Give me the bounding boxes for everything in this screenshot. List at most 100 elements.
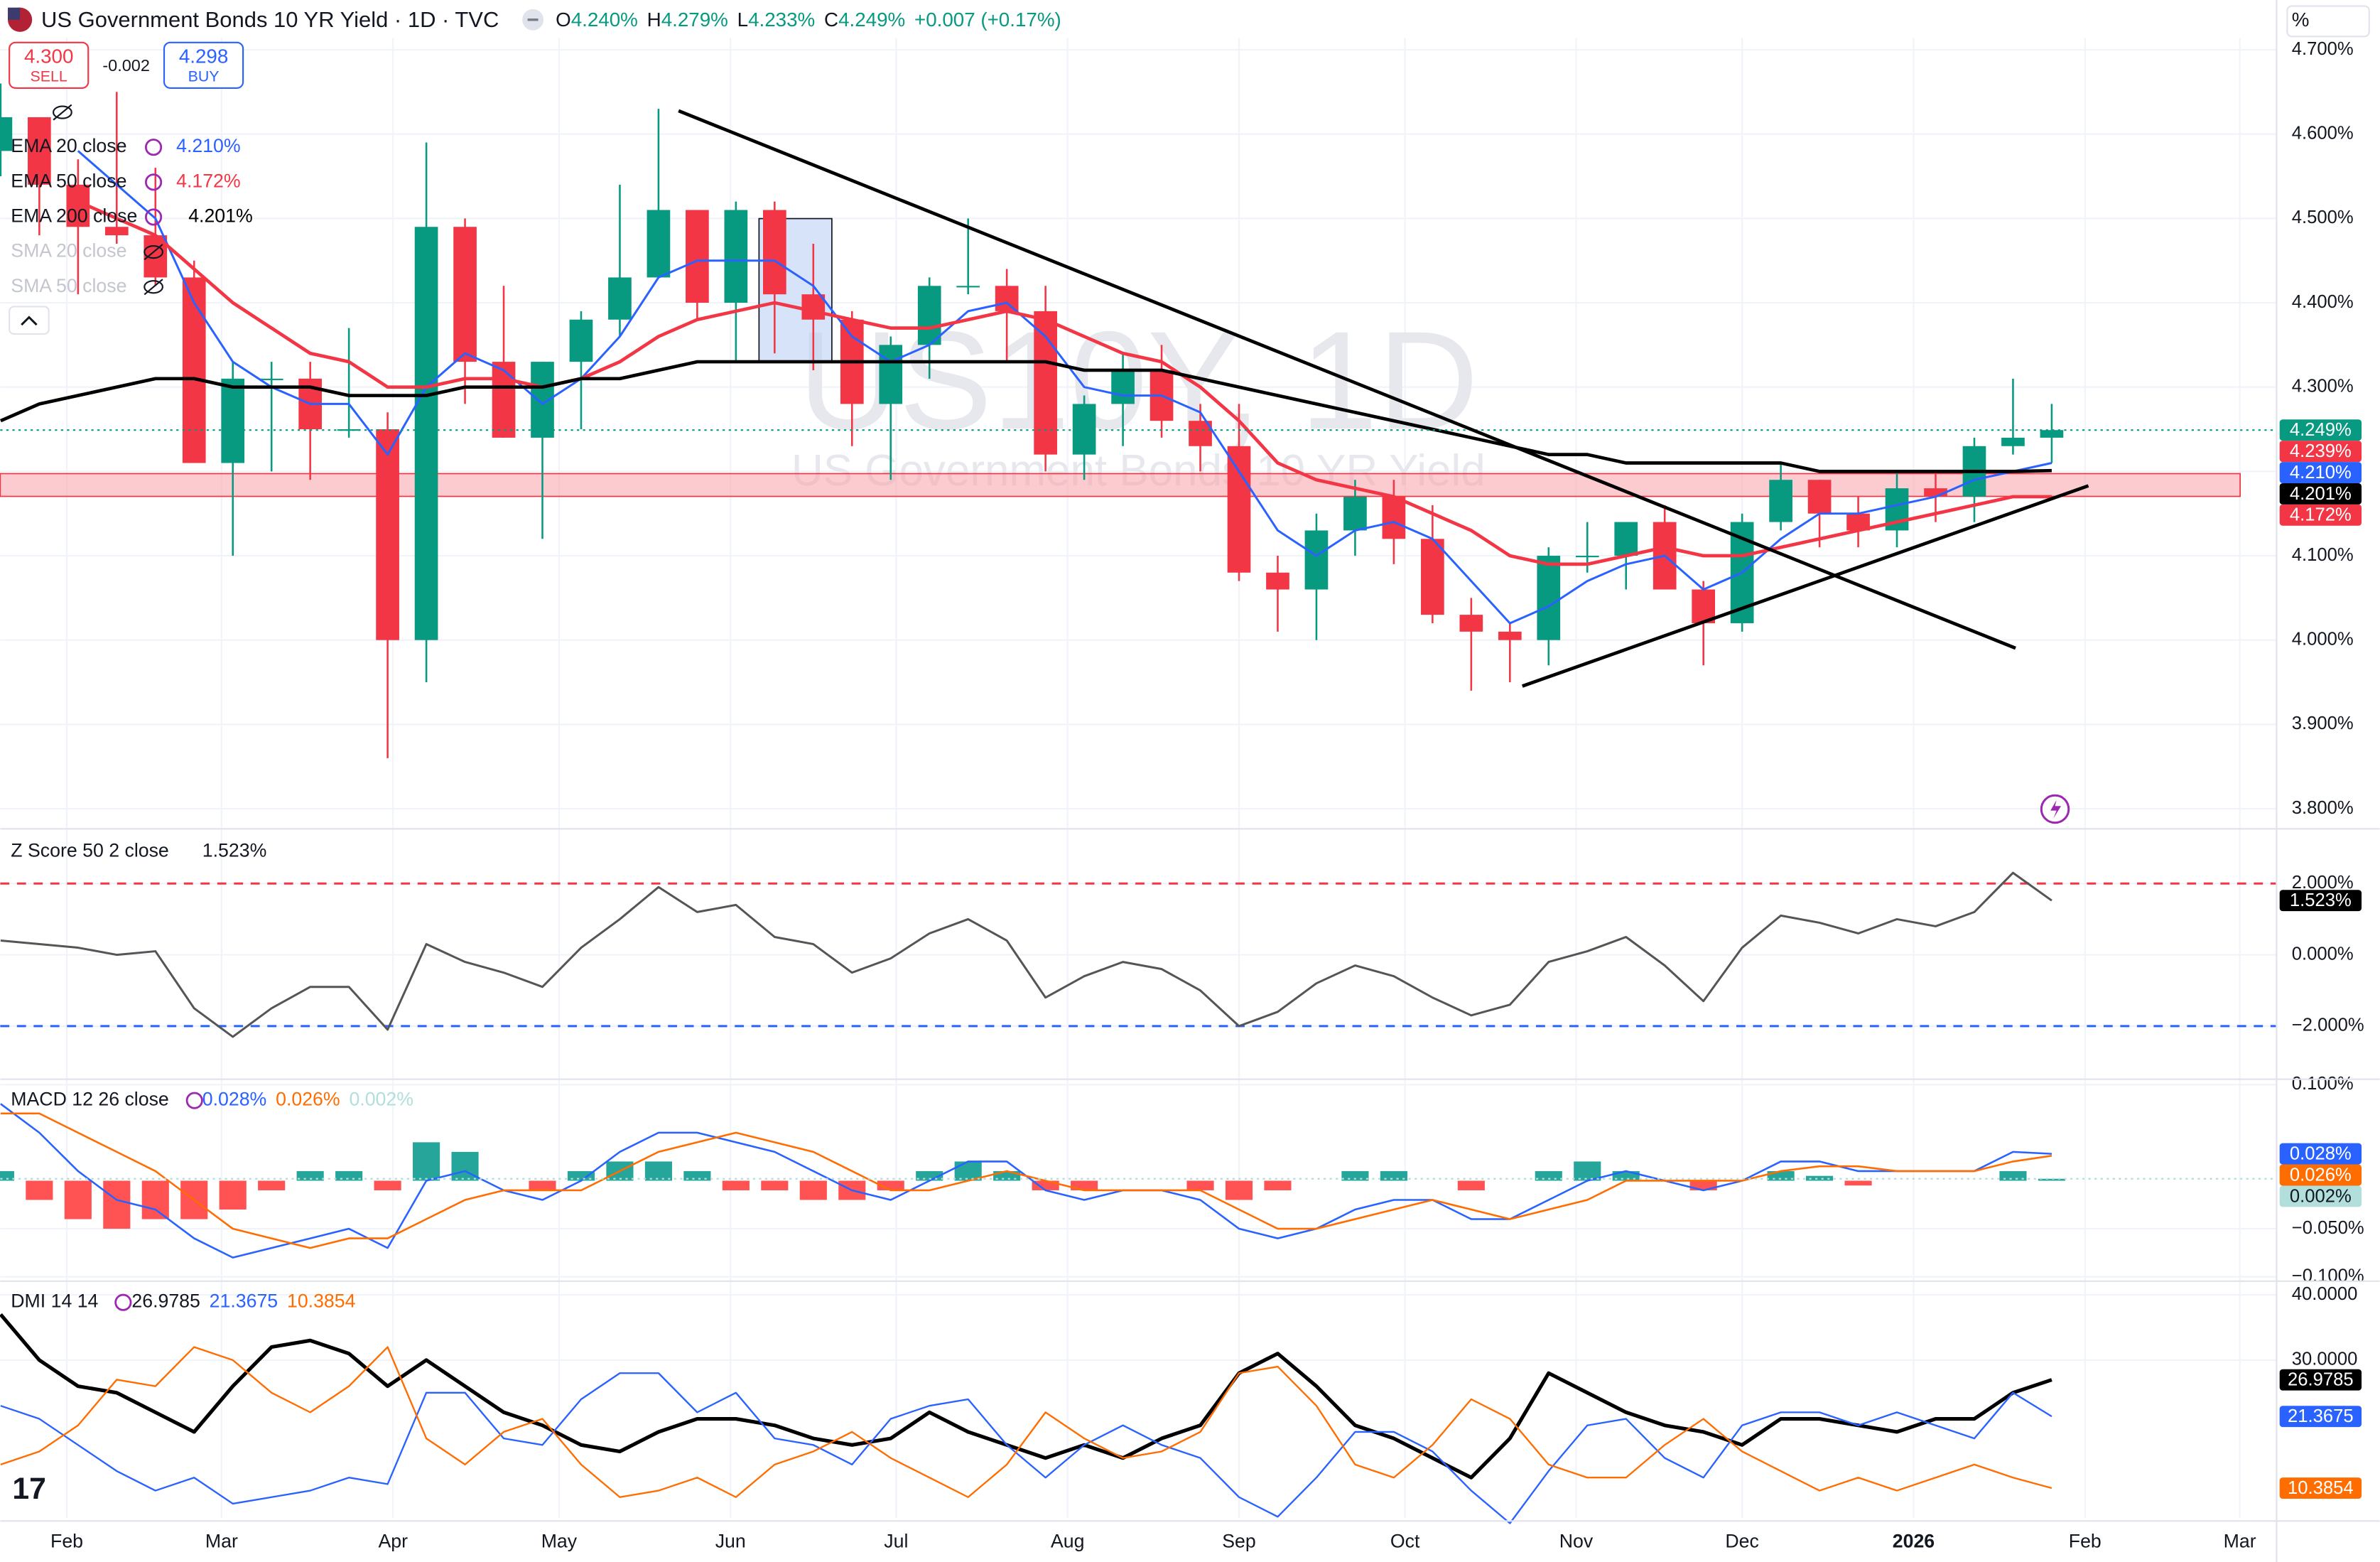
histogram-bar [1264,1180,1292,1190]
indicator-line [0,1112,2052,1249]
price-tag-label: 10.3854 [2288,1478,2354,1498]
candle-body [259,378,283,380]
candle-body [1266,572,1289,590]
pane-legend: Z Score 50 2 close 1.523% [11,839,266,861]
candle-body [182,277,206,463]
visibility-icon [53,105,72,119]
x-tick-label: Mar [205,1530,238,1551]
candle-body [453,227,477,362]
candle-body [104,227,129,236]
price-tag-label: 26.9785 [2288,1369,2354,1389]
marks-layer [0,83,2277,1524]
price-tag [2279,890,2362,912]
candle-body [1769,480,1792,522]
histogram-bar [1806,1175,1834,1181]
histogram-bar [413,1142,440,1181]
candle-body [1227,446,1251,573]
histogram-bar [1457,1180,1485,1190]
y-tick-label: 40.0000 [2292,1284,2358,1304]
histogram-bar [258,1180,286,1190]
price-tag-label: 0.028% [2290,1143,2352,1163]
candle-body [801,294,826,320]
ohlc-value: 4.279% [661,9,728,31]
buy-button[interactable] [163,41,244,89]
candle-body [1575,556,1599,558]
price-tag-label: 0.002% [2290,1186,2352,1206]
price-tag-label: 4.201% [2290,484,2352,504]
legend-name: EMA 50 close [11,170,126,191]
pane-legend-value: 0.026% [276,1089,340,1110]
legend-hidden: SMA 50 close [11,275,126,296]
y-tick-label: 0.000% [2292,944,2354,964]
histogram-bar [644,1161,672,1181]
candle-body [762,210,786,295]
price-tag [2279,1477,2362,1499]
price-tag [2279,483,2362,505]
histogram-bar [1844,1180,1872,1186]
pane-legend-value: 21.3675 [210,1291,278,1312]
x-tick-label: Apr [378,1530,408,1551]
price-tag [2279,441,2362,463]
pane-legend-value: 26.9785 [131,1291,200,1312]
indicator-line [0,1313,2052,1480]
candle-body [1924,488,1947,497]
y-tick-label: −0.100% [2292,1266,2364,1286]
collapse-button[interactable] [9,306,50,335]
alert-bolt [2050,799,2062,819]
candle-body [337,429,361,431]
unit-button[interactable] [2286,5,2370,38]
y-tick-label: 2.000% [2292,873,2354,893]
x-tick-label: Aug [1051,1530,1084,1551]
symbol-title: US Government Bonds 10 YR Yield · 1D · T… [41,7,499,32]
price-tag [2279,462,2362,483]
histogram-bar [1574,1161,1601,1181]
candle-body [1072,404,1096,455]
sell-label: SELL [31,68,67,85]
price-tag-label: 4.172% [2290,505,2352,525]
candle-body [1614,522,1638,556]
indicator-line [77,150,2052,625]
candle-body [414,227,438,640]
y-tick-label: 3.900% [2292,713,2354,733]
y-tick-label: −0.050% [2292,1218,2364,1238]
candle-body [0,117,13,151]
candle-body [1807,480,1832,514]
histogram-bar [141,1180,169,1219]
ohlc-key: C [824,9,838,31]
legend-name: EMA 20 close [11,135,126,156]
ohlc-value: 4.249% [838,9,905,31]
price-tag-label: 1.523% [2290,890,2352,910]
pane-legend: DMI 14 14 26.9785 21.3675 10.3854 [11,1291,355,1312]
candle-body [917,286,941,345]
histogram-bar [2038,1178,2065,1181]
y-tick-label: 30.0000 [2292,1350,2358,1369]
x-tick-label: Jul [884,1530,908,1551]
histogram-bar [799,1180,827,1200]
y-tick-label: 4.300% [2292,376,2354,396]
y-tick-label: −2.000% [2292,1016,2364,1035]
hidden-eye-icon [144,244,163,259]
candle-body [492,362,516,438]
y-tick-label: 4.500% [2292,208,2354,227]
price-tag [2279,1406,2362,1428]
candle-body [1846,513,1870,531]
histogram-bar [374,1180,401,1190]
histogram-bar [954,1161,982,1181]
sell-button[interactable] [9,41,90,89]
collapse-icon [21,316,38,326]
legend-hidden: SMA 20 close [11,240,126,262]
candle-body [1111,370,1135,404]
price-tag-label: 4.239% [2290,441,2352,461]
candle-body [2040,430,2064,438]
indicator-line [0,871,2052,1038]
candle-body [1421,539,1444,615]
pane-title: DMI 14 14 [11,1291,98,1312]
ohlc-value: 4.233% [748,9,815,31]
ohlc-values: O4.240% H4.279% L4.233% C4.249% +0.007 (+0.1… [556,9,1061,31]
histogram-bar [1999,1170,2027,1181]
indicator-line [0,1372,2052,1524]
flag-canton [8,7,21,20]
text-layer: Feb Mar Apr May Jun Jul Aug Sep Oct Nov Dec 2026 Feb… [11,104,2362,1551]
logo: 17 [12,1472,46,1506]
